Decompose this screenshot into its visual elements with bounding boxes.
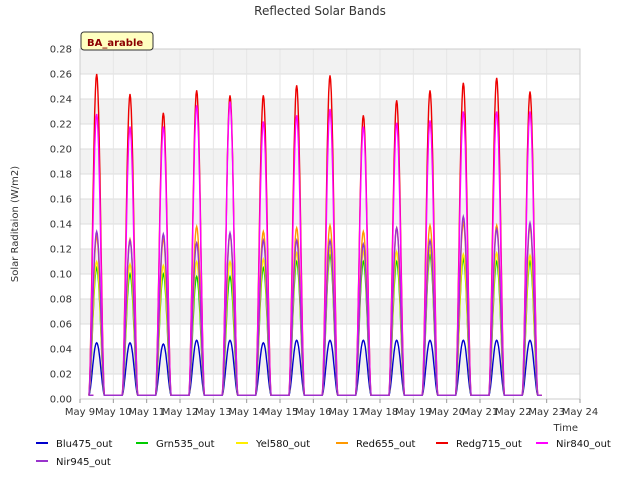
y-tick-label: 0.26	[50, 70, 72, 81]
legend: Blu475_out Grn535_out Yel580_out Red655_out…	[36, 439, 611, 468]
y-tick-label: 0.28	[50, 45, 72, 56]
x-tick-label: May 10	[95, 407, 132, 418]
y-tick-label: 0.20	[50, 145, 72, 156]
x-tick-label: May 24	[562, 407, 599, 418]
station-label-background	[80, 31, 154, 51]
chart-title: Reflected Solar Bands	[254, 4, 386, 18]
legend-label-Yel580_out: Yel580_out	[255, 439, 310, 450]
y-tick-label: 0.06	[50, 320, 72, 331]
series-layer	[88, 73, 542, 396]
plot-band	[80, 274, 580, 299]
plot-band	[80, 149, 580, 174]
x-tick-label: May 22	[495, 407, 532, 418]
x-tick-label: May 19	[395, 407, 432, 418]
plot-band	[80, 324, 580, 349]
y-tick-label: 0.14	[50, 220, 72, 231]
x-tick-label: May 9	[65, 407, 95, 418]
x-tick-label: May 21	[462, 407, 499, 418]
plot-band	[80, 199, 580, 224]
y-tick-label: 0.00	[50, 395, 72, 406]
plot-band	[80, 249, 580, 274]
plot-band	[80, 374, 580, 399]
legend-label-Nir840_out: Nir840_out	[556, 439, 611, 450]
x-tick-label: May 14	[228, 407, 265, 418]
plot-background-bands	[80, 49, 580, 399]
plot-band	[80, 349, 580, 374]
x-tick-label: May 18	[362, 407, 399, 418]
x-tick-label: May 12	[162, 407, 199, 418]
x-tick-label: May 15	[262, 407, 299, 418]
x-tick-label: May 20	[428, 407, 465, 418]
y-tick-label: 0.08	[50, 295, 72, 306]
y-tick-label: 0.24	[50, 95, 72, 106]
x-tick-label: May 23	[528, 407, 565, 418]
x-tick-label: May 16	[295, 407, 332, 418]
y-tick-label: 0.12	[50, 245, 72, 256]
legend-label-Nir945_out: Nir945_out	[56, 457, 111, 468]
plot-band	[80, 49, 580, 74]
y-tick-label: 0.02	[50, 370, 72, 381]
y-tick-label: 0.10	[50, 270, 72, 281]
x-tick-label: May 13	[195, 407, 232, 418]
legend-label-Blu475_out: Blu475_out	[56, 439, 113, 450]
legend-label-Red655_out: Red655_out	[356, 439, 416, 450]
station-label: BA_arable	[87, 38, 143, 49]
plot-band	[80, 174, 580, 199]
plot-band	[80, 299, 580, 324]
plot-band	[80, 124, 580, 149]
y-axis-ticks: 0.00 0.02 0.04 0.06 0.08 0.10 0.12 0.14 0.16 0.18…	[50, 45, 72, 406]
y-tick-label: 0.22	[50, 120, 72, 131]
series-line-Nir945_out	[88, 213, 542, 396]
y-tick-label: 0.18	[50, 170, 72, 181]
legend-label-Redg715_out: Redg715_out	[456, 439, 522, 450]
legend-label-Grn535_out: Grn535_out	[156, 439, 215, 450]
y-tick-label: 0.16	[50, 195, 72, 206]
x-axis-label: Time	[553, 423, 578, 434]
station-label-box: BA_arable	[80, 31, 154, 51]
x-tick-label: May 17	[328, 407, 365, 418]
y-tick-label: 0.04	[50, 345, 72, 356]
plot-frame	[79, 48, 581, 400]
x-tick-label: May 11	[128, 407, 165, 418]
y-axis-label: Solar Raditaion (W/m2)	[10, 166, 21, 282]
